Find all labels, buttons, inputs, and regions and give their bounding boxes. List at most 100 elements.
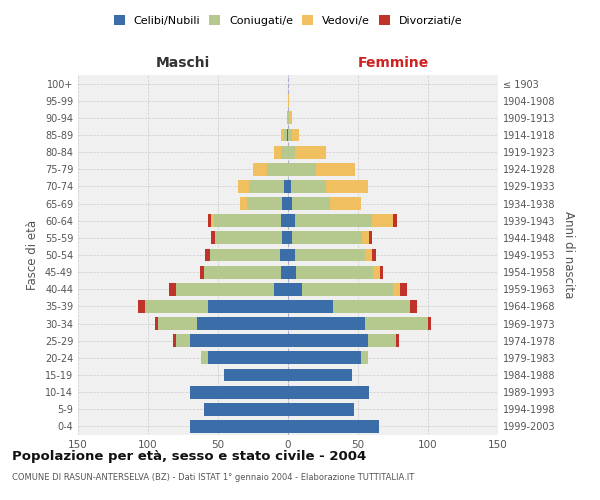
Bar (288, 420, 379, 433)
Bar (288, 214, 295, 227)
Bar (190, 420, 288, 433)
Bar (396, 334, 398, 347)
Bar (283, 232, 288, 244)
Bar (284, 128, 287, 141)
Bar (190, 386, 288, 398)
Y-axis label: Anni di nascita: Anni di nascita (562, 212, 575, 298)
Bar (365, 248, 372, 262)
Bar (281, 146, 288, 158)
Bar (368, 334, 396, 347)
Bar (176, 283, 274, 296)
Bar (158, 317, 197, 330)
Bar (288, 146, 295, 158)
Bar (176, 334, 190, 347)
Bar (428, 317, 431, 330)
Bar (281, 214, 288, 227)
Bar (205, 248, 209, 262)
Bar (209, 248, 280, 262)
Bar (326, 180, 368, 193)
Bar (155, 317, 158, 330)
Bar (380, 266, 383, 278)
Y-axis label: Fasce di età: Fasce di età (26, 220, 39, 290)
Bar (362, 232, 369, 244)
Bar (288, 266, 296, 278)
Bar (288, 180, 291, 193)
Bar (288, 283, 302, 296)
Bar (393, 283, 400, 296)
Bar (197, 317, 288, 330)
Bar (288, 128, 292, 141)
Bar (169, 283, 176, 296)
Bar (253, 163, 267, 175)
Bar (302, 283, 393, 296)
Bar (292, 232, 362, 244)
Bar (281, 128, 284, 141)
Bar (280, 248, 288, 262)
Bar (291, 180, 326, 193)
Bar (372, 214, 393, 227)
Bar (288, 334, 368, 347)
Text: Maschi: Maschi (156, 56, 210, 70)
Bar (316, 163, 355, 175)
Bar (238, 180, 249, 193)
Bar (288, 112, 289, 124)
Bar (249, 180, 284, 193)
Bar (287, 112, 288, 124)
Bar (288, 232, 292, 244)
Text: Popolazione per età, sesso e stato civile - 2004: Popolazione per età, sesso e stato civil… (12, 450, 366, 463)
Bar (295, 248, 365, 262)
Bar (145, 300, 208, 313)
Bar (201, 352, 208, 364)
Bar (204, 403, 288, 415)
Bar (288, 197, 292, 210)
Bar (274, 146, 281, 158)
Bar (138, 300, 145, 313)
Bar (204, 266, 281, 278)
Bar (284, 180, 288, 193)
Legend: Celibi/Nubili, Coniugati/e, Vedovi/e, Divorziati/e: Celibi/Nubili, Coniugati/e, Vedovi/e, Di… (109, 10, 467, 30)
Bar (292, 197, 330, 210)
Bar (288, 248, 295, 262)
Bar (288, 368, 352, 382)
Bar (288, 317, 365, 330)
Bar (288, 352, 361, 364)
Bar (288, 163, 316, 175)
Bar (215, 232, 283, 244)
Bar (295, 146, 326, 158)
Bar (372, 248, 376, 262)
Bar (274, 283, 288, 296)
Bar (288, 94, 289, 107)
Bar (333, 300, 410, 313)
Bar (288, 300, 333, 313)
Bar (287, 128, 288, 141)
Bar (208, 300, 288, 313)
Bar (288, 403, 354, 415)
Bar (365, 317, 428, 330)
Bar (211, 214, 214, 227)
Bar (373, 266, 380, 278)
Bar (361, 352, 368, 364)
Bar (241, 197, 247, 210)
Bar (208, 352, 288, 364)
Bar (283, 197, 288, 210)
Bar (289, 112, 292, 124)
Bar (400, 283, 407, 296)
Bar (288, 386, 369, 398)
Bar (292, 128, 299, 141)
Bar (295, 214, 372, 227)
Bar (190, 334, 288, 347)
Bar (296, 266, 373, 278)
Bar (410, 300, 417, 313)
Bar (214, 214, 281, 227)
Bar (281, 266, 288, 278)
Bar (330, 197, 361, 210)
Bar (200, 266, 204, 278)
Bar (208, 214, 211, 227)
Bar (247, 197, 283, 210)
Bar (211, 232, 215, 244)
Bar (267, 163, 288, 175)
Bar (393, 214, 397, 227)
Text: Femmine: Femmine (358, 56, 428, 70)
Text: COMUNE DI RASUN-ANTERSELVA (BZ) - Dati ISTAT 1° gennaio 2004 - Elaborazione TUTT: COMUNE DI RASUN-ANTERSELVA (BZ) - Dati I… (12, 472, 414, 482)
Bar (369, 232, 372, 244)
